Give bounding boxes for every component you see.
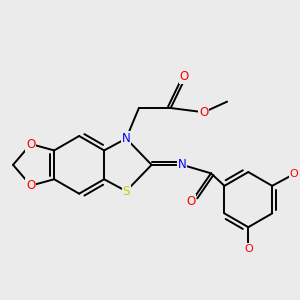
Text: O: O [26,138,35,151]
Text: O: O [180,70,189,83]
Text: N: N [122,132,130,145]
Text: O: O [186,195,195,208]
Text: S: S [122,184,130,198]
Text: O: O [244,244,253,254]
Text: N: N [178,158,187,171]
Text: O: O [290,169,298,179]
Text: O: O [26,179,35,192]
Text: O: O [199,106,208,119]
